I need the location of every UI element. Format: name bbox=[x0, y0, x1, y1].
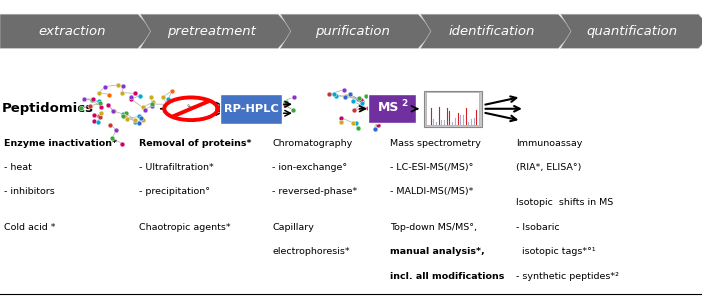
Text: pretreatment: pretreatment bbox=[168, 25, 256, 38]
Text: Chromatography: Chromatography bbox=[272, 139, 352, 148]
Text: purification: purification bbox=[314, 25, 390, 38]
Text: Isotopic  shifts in MS: Isotopic shifts in MS bbox=[516, 198, 614, 207]
Text: RP-HPLC: RP-HPLC bbox=[224, 104, 279, 114]
Text: - ion-exchange°: - ion-exchange° bbox=[272, 163, 347, 172]
Text: - LC-ESI-MS(/MS)°: - LC-ESI-MS(/MS)° bbox=[390, 163, 473, 172]
Text: Mass spectrometry: Mass spectrometry bbox=[390, 139, 480, 148]
Text: Immunoassay: Immunoassay bbox=[516, 139, 583, 148]
Text: incl. all modifications: incl. all modifications bbox=[390, 272, 504, 281]
Text: - synthetic peptides*²: - synthetic peptides*² bbox=[516, 272, 619, 281]
Text: 2: 2 bbox=[402, 99, 407, 108]
FancyBboxPatch shape bbox=[368, 94, 416, 123]
Text: Chaotropic agents*: Chaotropic agents* bbox=[139, 223, 231, 232]
Text: isotopic tags*°¹: isotopic tags*°¹ bbox=[516, 247, 595, 256]
Text: Top-down MS/MS°,: Top-down MS/MS°, bbox=[390, 223, 477, 232]
Text: (RIA*, ELISA°): (RIA*, ELISA°) bbox=[516, 163, 581, 172]
Text: Peptidomics: Peptidomics bbox=[1, 102, 93, 115]
Text: - precipitation°: - precipitation° bbox=[139, 187, 210, 196]
Text: identification: identification bbox=[449, 25, 536, 38]
Polygon shape bbox=[560, 14, 702, 48]
Text: - Isobaric: - Isobaric bbox=[516, 223, 559, 232]
Polygon shape bbox=[280, 14, 434, 48]
Text: - MALDI-MS(/MS)*: - MALDI-MS(/MS)* bbox=[390, 187, 473, 196]
Text: extraction: extraction bbox=[38, 25, 105, 38]
Text: electrophoresis*: electrophoresis* bbox=[272, 247, 350, 256]
Text: - reversed-phase*: - reversed-phase* bbox=[272, 187, 357, 196]
Text: - Ultrafiltration*: - Ultrafiltration* bbox=[139, 163, 213, 172]
FancyBboxPatch shape bbox=[424, 91, 482, 127]
Text: quantification: quantification bbox=[587, 25, 678, 38]
Circle shape bbox=[164, 97, 218, 120]
Polygon shape bbox=[0, 14, 154, 48]
Text: - heat: - heat bbox=[4, 163, 32, 172]
Text: manual analysis*,: manual analysis*, bbox=[390, 247, 484, 256]
Text: Capillary: Capillary bbox=[272, 223, 314, 232]
Text: Cold acid *: Cold acid * bbox=[4, 223, 55, 232]
Text: - inhibitors: - inhibitors bbox=[4, 187, 54, 196]
FancyBboxPatch shape bbox=[427, 92, 479, 125]
Polygon shape bbox=[140, 14, 293, 48]
Polygon shape bbox=[420, 14, 574, 48]
Text: Removal of proteins*: Removal of proteins* bbox=[139, 139, 251, 148]
Text: Enzyme inactivation*: Enzyme inactivation* bbox=[4, 139, 117, 148]
Text: ✂: ✂ bbox=[186, 104, 196, 114]
FancyBboxPatch shape bbox=[220, 94, 282, 124]
Text: MS: MS bbox=[378, 101, 399, 114]
